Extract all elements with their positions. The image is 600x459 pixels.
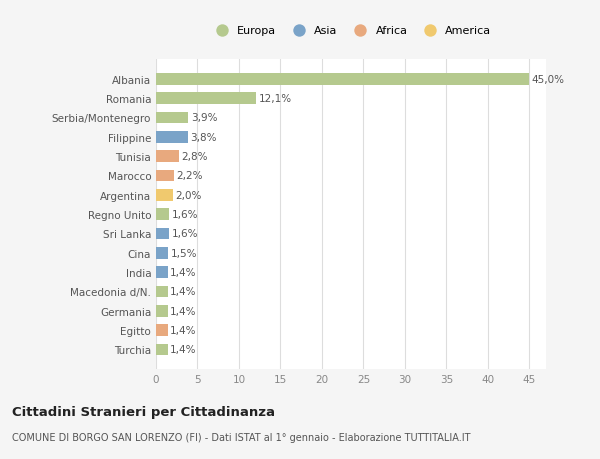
Text: 1,4%: 1,4% (170, 306, 197, 316)
Bar (156, 151, 179, 162)
Bar (156, 132, 188, 143)
Bar (156, 190, 173, 201)
Text: 12,1%: 12,1% (259, 94, 292, 104)
Text: 2,8%: 2,8% (182, 152, 208, 162)
Text: COMUNE DI BORGO SAN LORENZO (FI) - Dati ISTAT al 1° gennaio - Elaborazione TUTTI: COMUNE DI BORGO SAN LORENZO (FI) - Dati … (12, 432, 470, 442)
Text: 3,9%: 3,9% (191, 113, 217, 123)
Bar (156, 286, 167, 297)
Text: 1,5%: 1,5% (171, 248, 197, 258)
Bar (156, 305, 167, 317)
Legend: Europa, Asia, Africa, America: Europa, Asia, Africa, America (206, 22, 496, 41)
Bar (156, 209, 169, 220)
Bar (156, 228, 169, 240)
Text: 1,6%: 1,6% (172, 210, 198, 219)
Text: 2,2%: 2,2% (177, 171, 203, 181)
Bar (156, 170, 174, 182)
Text: 1,4%: 1,4% (170, 268, 197, 277)
Text: Cittadini Stranieri per Cittadinanza: Cittadini Stranieri per Cittadinanza (12, 405, 275, 419)
Text: 1,4%: 1,4% (170, 287, 197, 297)
Bar (156, 247, 169, 259)
Bar (156, 325, 167, 336)
Text: 1,4%: 1,4% (170, 325, 197, 336)
Text: 2,0%: 2,0% (175, 190, 202, 200)
Bar (156, 112, 188, 124)
Bar (156, 74, 529, 85)
Text: 1,6%: 1,6% (172, 229, 198, 239)
Text: 1,4%: 1,4% (170, 345, 197, 355)
Text: 45,0%: 45,0% (532, 74, 565, 84)
Text: 3,8%: 3,8% (190, 133, 217, 142)
Bar (156, 93, 256, 105)
Bar (156, 267, 167, 278)
Bar (156, 344, 167, 355)
